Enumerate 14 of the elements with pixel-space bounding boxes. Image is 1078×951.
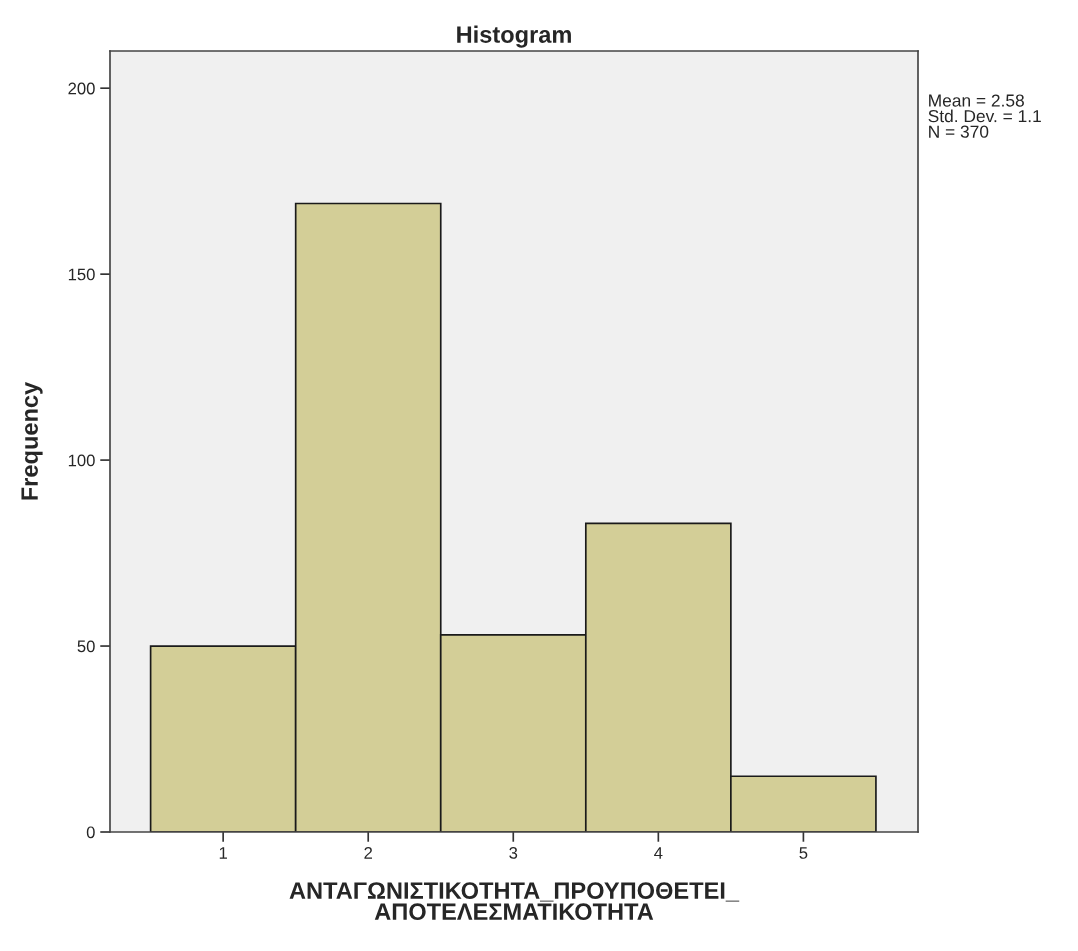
y-axis-title: Frequency bbox=[21, 381, 43, 500]
y-tick-label: 200 bbox=[68, 82, 95, 95]
chart-title: Histogram bbox=[457, 25, 571, 48]
x-tick-label: 4 bbox=[654, 847, 663, 859]
y-tick-label: 50 bbox=[77, 640, 95, 653]
x-tick-label: 2 bbox=[364, 847, 373, 859]
x-tick-label: 1 bbox=[219, 847, 227, 859]
x-tick-label: 5 bbox=[799, 847, 808, 859]
y-tick-label: 150 bbox=[68, 268, 95, 281]
y-tick-label: 0 bbox=[86, 826, 95, 839]
y-tick-label: 100 bbox=[68, 454, 95, 467]
x-axis-title: ΑΝΤΑΓΩΝΙΣΤΙΚΟΤΗΤΑ_ΠΡΟΥΠΟΘΕΤΕΙ_ ΑΠΟΤΕΛΕΣΜΑΤΙΚΟΤΗΤΑ bbox=[289, 882, 740, 921]
text: Mean = 2.58 Std. Dev. = 1.1 N = 370 bbox=[928, 94, 1041, 138]
x-tick-label: 3 bbox=[509, 847, 518, 859]
